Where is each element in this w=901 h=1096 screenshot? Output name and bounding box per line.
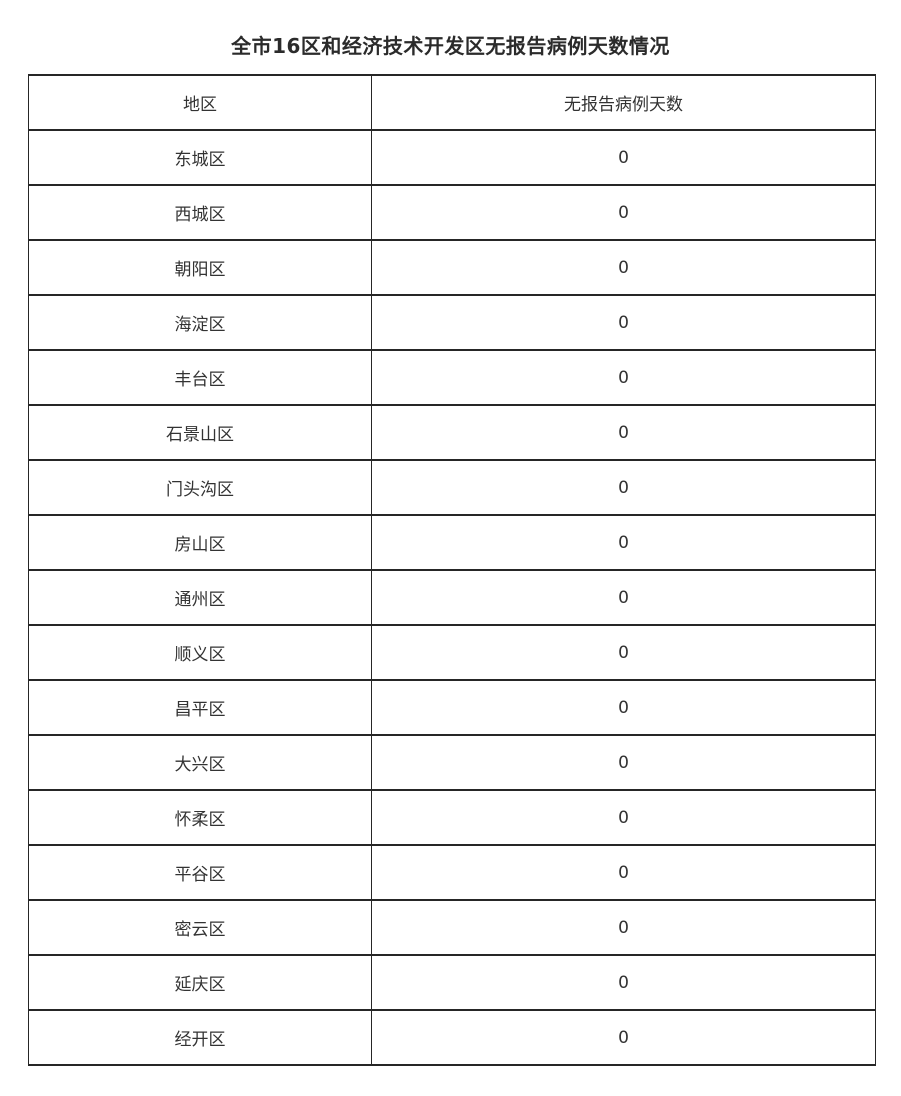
days-cell: 0: [371, 349, 876, 406]
table-row: 门头沟区 0: [28, 459, 876, 516]
table-row: 通州区 0: [28, 569, 876, 626]
region-cell: 延庆区: [28, 954, 372, 1011]
region-cell: 昌平区: [28, 679, 372, 736]
header-region: 地区: [28, 74, 372, 131]
days-cell: 0: [371, 624, 876, 681]
days-cell: 0: [371, 844, 876, 901]
header-days: 无报告病例天数: [371, 74, 876, 131]
table-row: 房山区 0: [28, 514, 876, 571]
region-cell: 顺义区: [28, 624, 372, 681]
days-cell: 0: [371, 239, 876, 296]
region-cell: 石景山区: [28, 404, 372, 461]
table-row: 大兴区 0: [28, 734, 876, 791]
table-row: 昌平区 0: [28, 679, 876, 736]
table-row: 平谷区 0: [28, 844, 876, 901]
region-cell: 东城区: [28, 129, 372, 186]
region-cell: 朝阳区: [28, 239, 372, 296]
region-cell: 经开区: [28, 1009, 372, 1066]
region-cell: 通州区: [28, 569, 372, 626]
days-cell: 0: [371, 184, 876, 241]
table-header-row: 地区 无报告病例天数: [28, 74, 876, 131]
days-cell: 0: [371, 899, 876, 956]
days-cell: 0: [371, 294, 876, 351]
region-cell: 房山区: [28, 514, 372, 571]
region-cell: 怀柔区: [28, 789, 372, 846]
days-cell: 0: [371, 514, 876, 571]
table-row: 西城区 0: [28, 184, 876, 241]
region-cell: 平谷区: [28, 844, 372, 901]
region-cell: 密云区: [28, 899, 372, 956]
days-cell: 0: [371, 1009, 876, 1066]
region-cell: 大兴区: [28, 734, 372, 791]
table-row: 石景山区 0: [28, 404, 876, 461]
table-row: 延庆区 0: [28, 954, 876, 1011]
table-row: 怀柔区 0: [28, 789, 876, 846]
region-cell: 西城区: [28, 184, 372, 241]
days-cell: 0: [371, 404, 876, 461]
table-row: 海淀区 0: [28, 294, 876, 351]
days-cell: 0: [371, 734, 876, 791]
table-row: 丰台区 0: [28, 349, 876, 406]
region-cell: 海淀区: [28, 294, 372, 351]
table-row: 经开区 0: [28, 1009, 876, 1066]
days-cell: 0: [371, 679, 876, 736]
table-row: 朝阳区 0: [28, 239, 876, 296]
days-cell: 0: [371, 459, 876, 516]
table-row: 东城区 0: [28, 129, 876, 186]
region-cell: 丰台区: [28, 349, 372, 406]
days-cell: 0: [371, 789, 876, 846]
days-cell: 0: [371, 954, 876, 1011]
page-title: 全市16区和经济技术开发区无报告病例天数情况: [231, 34, 670, 58]
days-cell: 0: [371, 129, 876, 186]
table-row: 密云区 0: [28, 899, 876, 956]
region-cell: 门头沟区: [28, 459, 372, 516]
table-row: 顺义区 0: [28, 624, 876, 681]
no-case-days-table: 地区 无报告病例天数 东城区 0 西城区 0 朝阳区 0 海淀区 0 丰台区 0…: [28, 74, 876, 1066]
days-cell: 0: [371, 569, 876, 626]
